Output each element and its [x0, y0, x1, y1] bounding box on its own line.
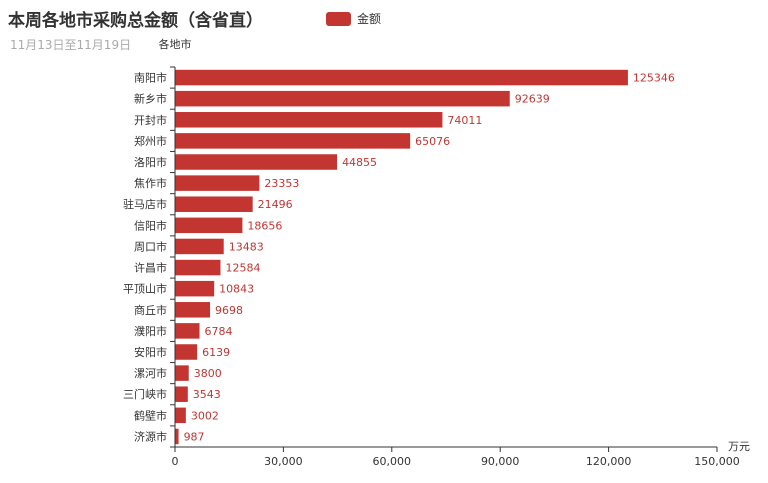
x-tick-label: 90,000: [481, 455, 520, 468]
bar[interactable]: [175, 238, 224, 255]
bar[interactable]: [175, 217, 243, 234]
bar[interactable]: [175, 386, 188, 402]
bar[interactable]: [175, 133, 411, 149]
x-tick-label: 120,000: [586, 455, 632, 468]
chart-title: 本周各地市采购总金额（含省直）: [8, 11, 263, 31]
data-label: 12584: [225, 262, 260, 275]
category-label: 安阳市: [134, 345, 167, 359]
bar[interactable]: [175, 112, 443, 128]
category-label: 洛阳市: [134, 155, 167, 169]
category-label: 焦作市: [134, 176, 167, 190]
category-label: 鹤壁市: [134, 408, 167, 422]
data-label: 21496: [258, 198, 293, 211]
y-axis-name: 各地市: [159, 37, 192, 51]
bar[interactable]: [175, 69, 628, 86]
bar[interactable]: [175, 344, 198, 360]
data-label: 65076: [415, 135, 450, 148]
x-tick-label: 150,000: [694, 455, 740, 468]
x-axis-name: 万元: [728, 440, 750, 453]
category-label: 许昌市: [134, 261, 167, 275]
bar[interactable]: [175, 323, 200, 339]
legend[interactable]: 金额: [326, 10, 381, 27]
data-label: 9698: [215, 304, 243, 317]
bar[interactable]: [175, 407, 186, 424]
data-label: 92639: [515, 93, 550, 106]
x-tick-label: 0: [172, 455, 179, 468]
bar[interactable]: [175, 196, 253, 212]
data-label: 987: [184, 430, 205, 443]
category-label: 开封市: [134, 113, 167, 127]
x-tick-label: 30,000: [264, 455, 303, 468]
bar[interactable]: [175, 428, 179, 445]
category-label: 商丘市: [134, 303, 167, 317]
bar[interactable]: [175, 154, 338, 170]
data-label: 10843: [219, 283, 254, 296]
data-label: 74011: [447, 114, 482, 127]
bar[interactable]: [175, 90, 510, 107]
category-label: 新乡市: [134, 92, 167, 106]
category-label: 郑州市: [134, 134, 167, 148]
data-label: 6139: [202, 346, 230, 359]
category-label: 周口市: [134, 239, 167, 253]
category-label: 南阳市: [134, 71, 167, 85]
x-tick-label: 60,000: [373, 455, 412, 468]
data-label: 3800: [194, 367, 222, 380]
category-label: 平顶山市: [123, 282, 167, 296]
category-label: 濮阳市: [134, 324, 167, 338]
data-label: 3543: [193, 388, 221, 401]
data-label: 44855: [342, 156, 377, 169]
category-label: 驻马店市: [123, 197, 167, 211]
data-label: 18656: [247, 219, 282, 232]
bar[interactable]: [175, 365, 189, 381]
legend-swatch: [326, 11, 351, 26]
legend-label: 金额: [357, 12, 382, 26]
category-label: 信阳市: [134, 218, 167, 232]
data-label: 125346: [633, 72, 675, 85]
category-label: 济源市: [134, 429, 167, 443]
data-label: 23353: [264, 177, 299, 190]
data-label: 3002: [191, 409, 219, 422]
category-label: 三门峡市: [123, 387, 167, 401]
chart-subtitle: 11月13日至11月19日: [10, 38, 132, 52]
data-label: 13483: [229, 240, 264, 253]
bar[interactable]: [175, 302, 211, 318]
bar[interactable]: [175, 175, 260, 191]
category-label: 漯河市: [134, 366, 167, 380]
bar[interactable]: [175, 280, 215, 297]
data-label: 6784: [205, 325, 233, 338]
bar[interactable]: [175, 259, 221, 276]
